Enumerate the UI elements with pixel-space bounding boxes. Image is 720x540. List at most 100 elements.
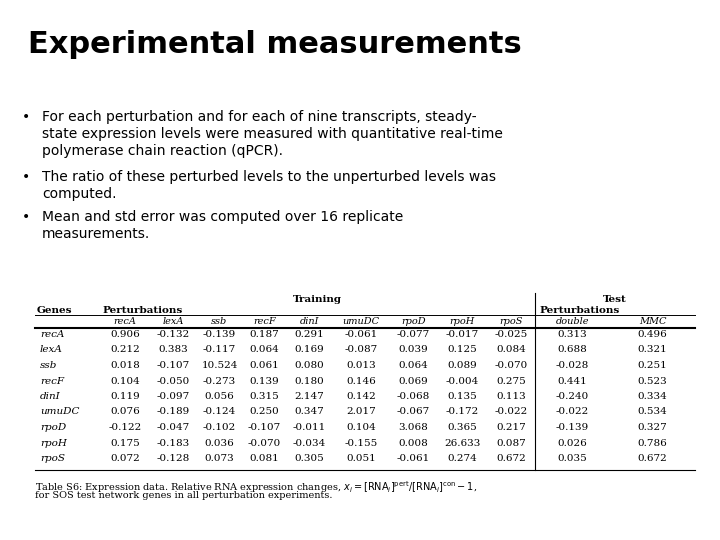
Text: 0.906: 0.906 [110,330,140,339]
Text: 0.275: 0.275 [496,376,526,386]
Text: 0.039: 0.039 [399,346,428,354]
Text: 0.142: 0.142 [346,392,376,401]
Text: Table S6: Expression data. Relative RNA expression changes, $x_i = [\mathrm{RNA}: Table S6: Expression data. Relative RNA … [35,480,477,495]
Text: 0.365: 0.365 [447,423,477,432]
Text: 2.147: 2.147 [294,392,325,401]
Text: 0.061: 0.061 [250,361,279,370]
Text: 0.087: 0.087 [496,438,526,448]
Text: rpoH: rpoH [449,317,474,326]
Text: rpoD: rpoD [40,423,66,432]
Text: 0.139: 0.139 [250,376,279,386]
Text: Test: Test [603,295,627,304]
Text: for SOS test network genes in all perturbation experiments.: for SOS test network genes in all pertur… [35,491,333,501]
Text: -0.070: -0.070 [248,438,281,448]
Text: 0.496: 0.496 [638,330,667,339]
Text: 0.104: 0.104 [110,376,140,386]
Text: -0.034: -0.034 [293,438,326,448]
Text: 0.146: 0.146 [346,376,376,386]
Text: 0.180: 0.180 [294,376,325,386]
Text: -0.087: -0.087 [344,346,377,354]
Text: -0.047: -0.047 [157,423,190,432]
Text: -0.117: -0.117 [203,346,236,354]
Text: -0.061: -0.061 [397,454,430,463]
Text: 0.321: 0.321 [638,346,667,354]
Text: -0.122: -0.122 [109,423,142,432]
Text: -0.124: -0.124 [203,408,236,416]
Text: state expression levels were measured with quantitative real-time: state expression levels were measured wi… [42,127,503,141]
Text: -0.022: -0.022 [556,408,589,416]
Text: 0.305: 0.305 [294,454,325,463]
Text: Perturbations: Perturbations [102,306,182,315]
Text: 0.250: 0.250 [250,408,279,416]
Text: -0.139: -0.139 [556,423,589,432]
Text: -0.102: -0.102 [203,423,236,432]
Text: 0.076: 0.076 [110,408,140,416]
Text: 0.056: 0.056 [204,392,235,401]
Text: -0.025: -0.025 [495,330,528,339]
Text: -0.070: -0.070 [495,361,528,370]
Text: 0.026: 0.026 [557,438,588,448]
Text: 0.534: 0.534 [638,408,667,416]
Text: recA: recA [114,317,136,326]
Text: -0.132: -0.132 [157,330,190,339]
Text: 0.251: 0.251 [638,361,667,370]
Text: 0.018: 0.018 [110,361,140,370]
Text: 3.068: 3.068 [399,423,428,432]
Text: •: • [22,170,30,184]
Text: The ratio of these perturbed levels to the unperturbed levels was: The ratio of these perturbed levels to t… [42,170,496,184]
Text: 0.212: 0.212 [110,346,140,354]
Text: Experimental measurements: Experimental measurements [28,30,522,59]
Text: 0.089: 0.089 [447,361,477,370]
Text: dinI: dinI [40,392,60,401]
Text: 0.125: 0.125 [447,346,477,354]
Text: 0.051: 0.051 [346,454,376,463]
Text: rpoH: rpoH [40,438,67,448]
Text: 0.274: 0.274 [447,454,477,463]
Text: rpoS: rpoS [40,454,65,463]
Text: 0.073: 0.073 [204,454,235,463]
Text: lexA: lexA [163,317,184,326]
Text: recF: recF [253,317,276,326]
Text: umuDC: umuDC [40,408,79,416]
Text: Perturbations: Perturbations [539,306,619,315]
Text: 0.672: 0.672 [638,454,667,463]
Text: 0.064: 0.064 [250,346,279,354]
Text: 0.441: 0.441 [557,376,588,386]
Text: 0.291: 0.291 [294,330,325,339]
Text: rpoS: rpoS [499,317,523,326]
Text: -0.061: -0.061 [344,330,377,339]
Text: Mean and std error was computed over 16 replicate: Mean and std error was computed over 16 … [42,210,403,224]
Text: -0.004: -0.004 [446,376,479,386]
Text: ssb: ssb [40,361,58,370]
Text: For each perturbation and for each of nine transcripts, steady-: For each perturbation and for each of ni… [42,110,477,124]
Text: 0.187: 0.187 [250,330,279,339]
Text: 0.119: 0.119 [110,392,140,401]
Text: 2.017: 2.017 [346,408,376,416]
Text: -0.077: -0.077 [397,330,430,339]
Text: 0.081: 0.081 [250,454,279,463]
Text: -0.139: -0.139 [203,330,236,339]
Text: 0.104: 0.104 [346,423,376,432]
Text: 0.672: 0.672 [496,454,526,463]
Text: Genes: Genes [37,306,73,315]
Text: -0.097: -0.097 [157,392,190,401]
Text: umuDC: umuDC [343,317,379,326]
Text: 10.524: 10.524 [202,361,238,370]
Text: recF: recF [40,376,64,386]
Text: 0.383: 0.383 [158,346,189,354]
Text: -0.240: -0.240 [556,392,589,401]
Text: 0.084: 0.084 [496,346,526,354]
Text: 0.069: 0.069 [399,376,428,386]
Text: 0.080: 0.080 [294,361,325,370]
Text: -0.128: -0.128 [157,454,190,463]
Text: -0.011: -0.011 [293,423,326,432]
Text: 0.008: 0.008 [399,438,428,448]
Text: -0.068: -0.068 [397,392,430,401]
Text: Training: Training [293,295,342,304]
Text: computed.: computed. [42,187,117,201]
Text: 26.633: 26.633 [444,438,480,448]
Text: 0.064: 0.064 [399,361,428,370]
Text: lexA: lexA [40,346,63,354]
Text: 0.135: 0.135 [447,392,477,401]
Text: -0.050: -0.050 [157,376,190,386]
